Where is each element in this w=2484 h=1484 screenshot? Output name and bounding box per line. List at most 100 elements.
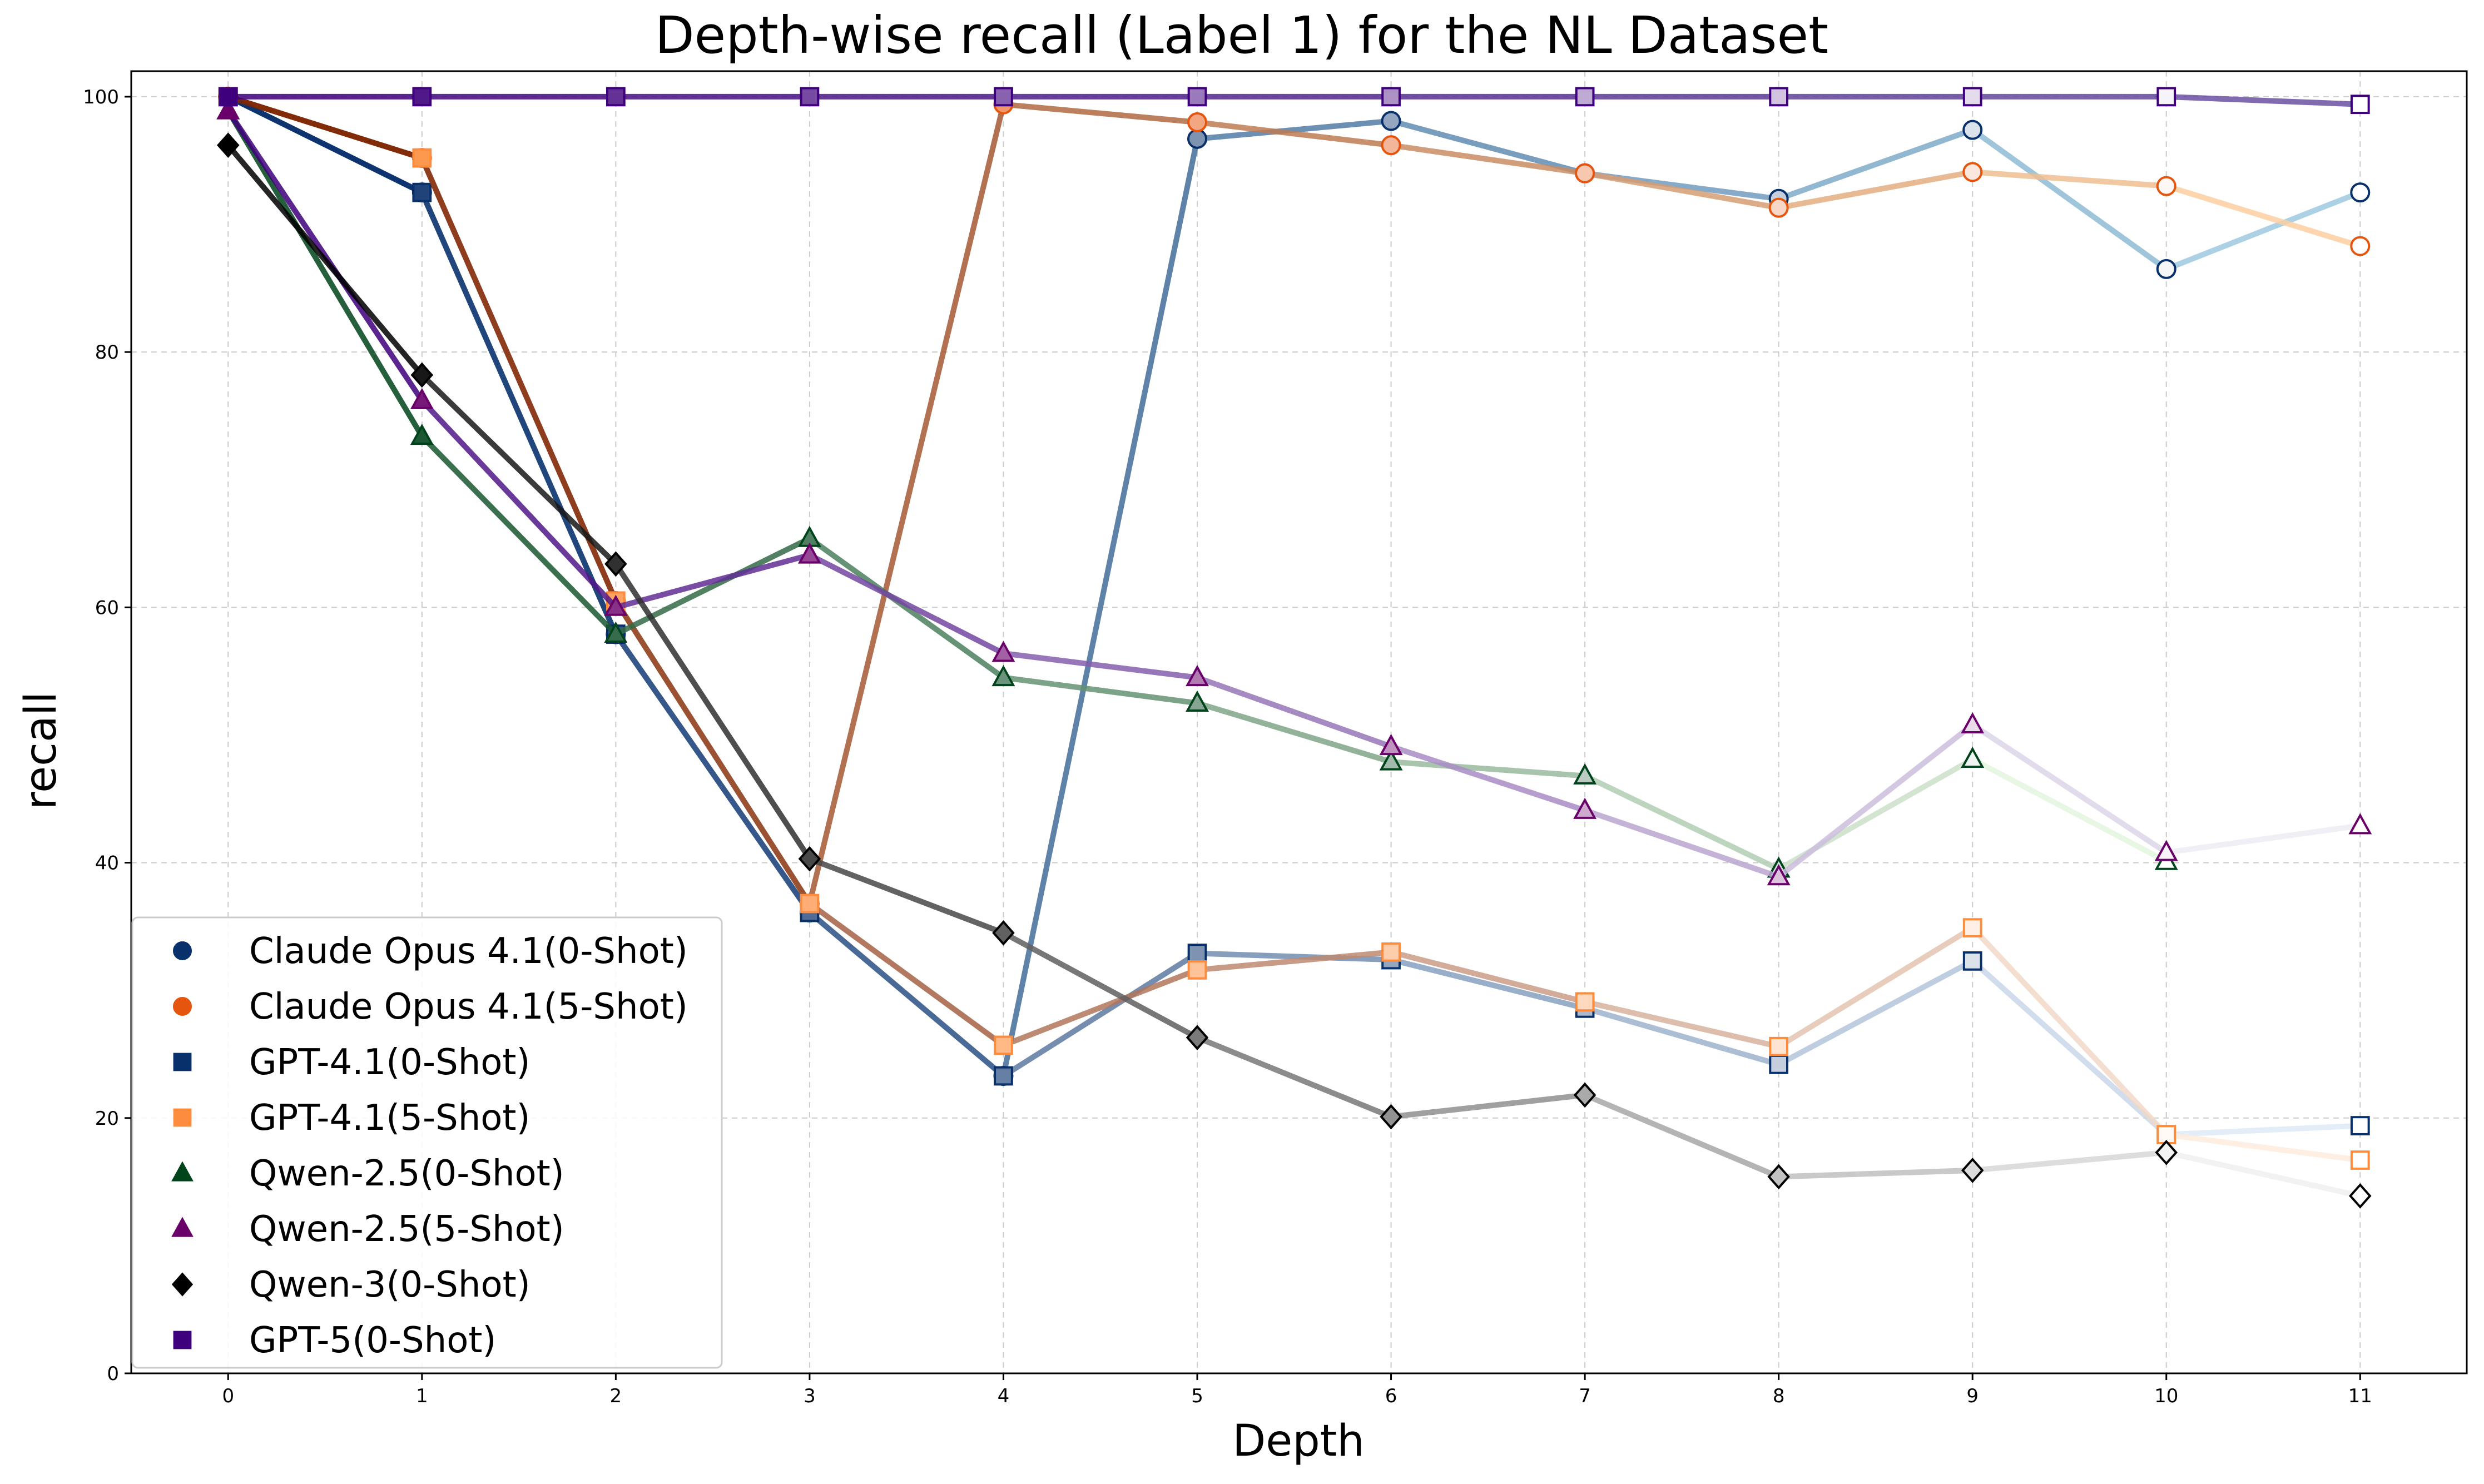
x-tick-label: 3 (804, 1385, 816, 1407)
series-line-segment (1000, 967, 1201, 1048)
series-line-segment (419, 433, 619, 637)
series-line-segment (1194, 119, 1394, 148)
series-line-segment (1000, 136, 1201, 1079)
series-line-segment (806, 552, 1007, 657)
series-line-segment (1970, 1149, 2169, 1173)
data-point (1769, 1054, 1789, 1074)
legend-item: GPT-5(0-Shot) (173, 1320, 496, 1361)
x-tick-label: 2 (610, 1385, 622, 1407)
series-line-segment (1388, 743, 1588, 813)
data-point (216, 98, 240, 120)
data-point (991, 664, 1015, 687)
data-point (1187, 944, 1207, 963)
axis-ticks: 0 1 2 3 4 5 6 7 8 9 10 11 0 20 40 60 80 100 (83, 86, 2372, 1407)
data-point (994, 1066, 1013, 1086)
series-line-segment (2163, 1123, 2363, 1138)
series-8 (218, 87, 2370, 115)
data-point (2350, 236, 2371, 256)
series-5 (216, 98, 2178, 878)
series-line-segment (225, 108, 425, 439)
y-tick-label: 100 (83, 86, 119, 108)
legend-item: GPT-4.1(5-Shot) (173, 1098, 530, 1139)
series-line-segment (1582, 170, 1782, 211)
series-line-segment (806, 535, 1007, 681)
series-line-segment (419, 190, 619, 637)
series-line-segment (1582, 1005, 1782, 1068)
series-line-segment (1388, 118, 1588, 176)
series-line-segment (1970, 722, 2169, 856)
series-line-segment (1388, 759, 1588, 779)
series-line-segment (1194, 1035, 1394, 1120)
series-line-segment (613, 631, 812, 916)
legend-item: Claude Opus 4.1(5-Shot) (173, 986, 688, 1028)
series-line-segment (1000, 674, 1201, 706)
data-point (2350, 1150, 2370, 1170)
data-point (800, 894, 820, 914)
series-line-segment (225, 93, 425, 196)
data-point (992, 920, 1015, 946)
data-point (1961, 1158, 1984, 1183)
data-point (1767, 1164, 1790, 1190)
data-point (1381, 942, 1401, 962)
x-tick-label: 6 (1385, 1385, 1397, 1407)
legend-item: Qwen-2.5(5-Shot) (171, 1209, 564, 1250)
legend-label: Qwen-3(0-Shot) (249, 1264, 530, 1306)
data-point (800, 87, 820, 107)
series-line-segment (1776, 722, 1976, 880)
legend-marker (171, 1161, 194, 1182)
data-point (412, 87, 432, 107)
series-line-segment (1194, 950, 1394, 963)
legend-label: Claude Opus 4.1(5-Shot) (249, 986, 688, 1028)
y-tick-label: 20 (95, 1108, 119, 1130)
data-point (412, 148, 432, 168)
series-line-segment (1000, 950, 1201, 1079)
x-tick-label: 1 (416, 1385, 428, 1407)
series-line-segment (1970, 925, 2169, 1138)
series-line-segment (2163, 1149, 2363, 1199)
series-line-segment (613, 598, 812, 907)
legend-label: GPT-4.1(0-Shot) (249, 1042, 530, 1083)
data-point (1769, 1036, 1789, 1056)
data-point (1186, 690, 1209, 712)
legend-label: GPT-5(0-Shot) (249, 1320, 496, 1361)
data-point (1769, 87, 1789, 107)
series-line-segment (1582, 807, 1782, 880)
legend-item: Claude Opus 4.1(0-Shot) (173, 931, 688, 972)
series-line-segment (1194, 949, 1394, 973)
series-line-segment (1194, 118, 1394, 142)
data-point (1767, 864, 1791, 886)
data-point (2348, 813, 2372, 835)
data-point (1381, 87, 1401, 107)
data-point (1768, 197, 1789, 218)
data-point (1380, 1104, 1402, 1130)
legend-label: Qwen-2.5(0-Shot) (249, 1153, 564, 1194)
series-line-segment (225, 142, 425, 378)
series-line-segment (2163, 190, 2363, 272)
series-line-segment (1970, 169, 2169, 189)
data-point (1187, 960, 1207, 980)
x-axis-title: Depth (1232, 1416, 1365, 1466)
series-line-segment (613, 535, 812, 637)
data-point (2350, 95, 2370, 115)
y-tick-label: 40 (95, 852, 119, 875)
data-point (797, 542, 821, 564)
data-point (412, 182, 432, 202)
data-point (1962, 951, 1982, 971)
series-6 (216, 98, 2372, 886)
chart-title: Depth-wise recall (Label 1) for the NL D… (655, 6, 1828, 65)
x-tick-label: 0 (222, 1385, 234, 1407)
series-line-segment (1194, 700, 1394, 765)
series-line-segment (806, 910, 1007, 1079)
legend-marker (173, 1108, 192, 1127)
x-tick-label: 9 (1966, 1385, 1979, 1407)
data-point (1186, 664, 1209, 687)
legend-item: Qwen-2.5(0-Shot) (171, 1153, 564, 1194)
plot-frame (130, 70, 2468, 1374)
series-line-segment (1000, 651, 1201, 681)
series-line-segment (2163, 822, 2363, 856)
x-tick-label: 11 (2348, 1385, 2372, 1407)
series-line-segment (1388, 142, 1588, 176)
data-point (1381, 135, 1401, 156)
data-point (606, 87, 626, 107)
